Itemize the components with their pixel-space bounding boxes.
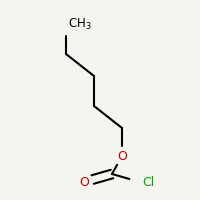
Text: O: O <box>79 176 89 188</box>
Text: Cl: Cl <box>142 176 154 188</box>
Text: O: O <box>117 150 127 162</box>
Text: CH$_3$: CH$_3$ <box>68 16 92 32</box>
